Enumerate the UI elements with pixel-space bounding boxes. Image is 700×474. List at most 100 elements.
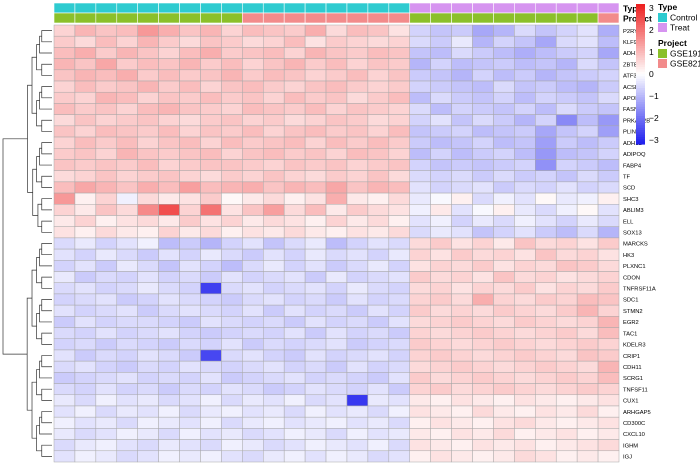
heatmap-cell [325,439,348,452]
heatmap-cell [242,215,264,227]
heatmap-cell [304,360,327,373]
heatmap-cell [514,349,536,362]
annotation-cell [409,12,431,24]
color-scale-step [636,104,645,108]
heatmap-cell [409,260,431,272]
heatmap-cell [409,405,431,418]
annotation-cell [283,2,306,14]
heatmap-cell [346,293,369,306]
color-scale-step [636,109,645,112]
heatmap-cell [514,136,536,149]
heatmap-cell [325,304,348,317]
legend-swatch [658,49,667,58]
heatmap-cell [200,405,222,418]
heatmap-cell [200,204,222,216]
heatmap-cell [493,181,515,194]
heatmap-cell [388,103,410,115]
heatmap-cell [179,103,201,115]
heatmap-cell [242,428,264,440]
heatmap-cell [283,394,306,407]
heatmap-cell [325,260,348,272]
heatmap-cell [325,58,348,71]
heatmap-cell [430,450,452,463]
heatmap-cell [325,80,348,93]
heatmap-cell [95,394,118,407]
annotation-cell [53,2,76,14]
heatmap-cell [597,215,620,227]
heatmap-cell [325,192,348,205]
heatmap-cell [346,282,369,295]
heatmap-cell [451,181,473,194]
heatmap-cell [242,24,264,37]
annotation-cell [95,12,118,24]
heatmap-cell [472,170,494,183]
heatmap-cell [53,248,76,261]
heatmap-cell [263,170,285,183]
heatmap-cell [597,349,620,362]
heatmap-cell [221,405,243,418]
heatmap-cell [137,24,159,37]
dendrogram-branch [31,269,37,327]
heatmap-cell [95,35,118,48]
heatmap-cell [493,58,515,71]
heatmap-cell [535,293,557,306]
heatmap-cell [346,439,369,452]
dendrogram-branch [41,63,52,76]
heatmap-cell [137,394,159,407]
annotation-cell [74,2,97,14]
heatmap-cell [576,327,599,339]
heatmap-cell [158,282,180,295]
gene-label: CXCL10 [623,432,645,438]
heatmap-cell [576,170,599,183]
dendrogram-branch [41,243,52,256]
heatmap-cell [242,248,264,261]
heatmap-cell [346,405,369,418]
heatmap-cell [137,349,159,362]
heatmap-cell [346,360,369,373]
heatmap-cell [388,394,410,407]
heatmap-cell [116,80,138,93]
heatmap-cell [514,394,536,407]
heatmap-cell [430,360,452,373]
heatmap-cell [221,69,243,82]
color-scale-step [636,141,645,145]
gene-label: ATF3 [623,74,637,80]
heatmap-cell [137,372,159,384]
heatmap-cell [472,58,494,71]
heatmap-cell [514,450,536,463]
heatmap-cell [74,394,97,407]
heatmap-cell [325,204,348,216]
heatmap-cell [53,159,76,171]
heatmap-cell [555,282,578,295]
heatmap-cell [283,69,306,82]
heatmap-cell [304,148,327,160]
heatmap-cell [451,282,473,295]
heatmap-cell [367,181,390,194]
heatmap-cell [304,316,327,328]
dendrogram-branch [41,355,52,368]
heatmap-cell [158,226,180,239]
color-scale-step [636,48,645,52]
heatmap-cell [200,248,222,261]
heatmap-cell [95,327,118,339]
heatmap-cell [325,237,348,250]
annotation-cell [242,2,264,14]
heatmap-cell [451,148,473,160]
heatmap-cell [325,394,348,407]
heatmap-cell [263,159,285,171]
gene-label: PLIN1 [623,130,639,136]
heatmap-cell [95,80,118,93]
heatmap-cell [430,58,452,71]
heatmap-cells [53,24,620,463]
heatmap-cell [409,327,431,339]
heatmap-cell [74,80,97,93]
heatmap-cell [430,237,452,250]
heatmap-cell [158,80,180,93]
heatmap-cell [597,170,620,183]
heatmap-cell [137,80,159,93]
heatmap-cell [116,394,138,407]
heatmap-cell [137,159,159,171]
heatmap-cell [367,148,390,160]
heatmap-cell [137,181,159,194]
heatmap-cell [95,416,118,429]
